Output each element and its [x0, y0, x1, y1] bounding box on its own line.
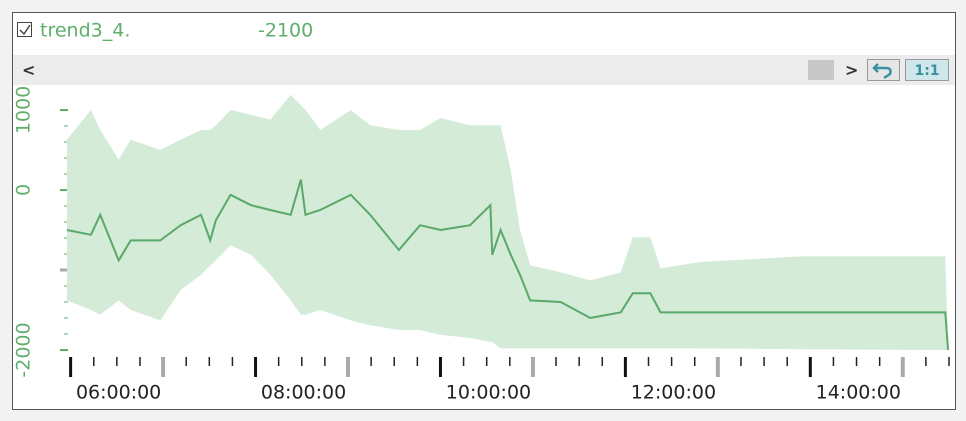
x-tick-label: 10:00:00 [446, 382, 531, 404]
x-tick-label: 14:00:00 [816, 382, 901, 404]
y-tick-label: 0 [13, 184, 35, 196]
undo-button[interactable] [867, 59, 900, 81]
scroll-thumb[interactable] [808, 60, 834, 80]
scroll-right[interactable]: > [845, 61, 858, 80]
trend-name: trend3_4. [40, 20, 130, 42]
trend-line [66, 179, 950, 351]
zoom-button[interactable] [905, 59, 949, 81]
y-tick-label: 1000 [13, 86, 35, 134]
y-tick-label: -2000 [13, 322, 35, 377]
checkbox[interactable] [17, 22, 32, 37]
range-band [66, 94, 949, 350]
toolbar [13, 55, 955, 85]
x-tick-label: 06:00:00 [76, 382, 161, 404]
check-mark [19, 24, 31, 36]
plot: 1000 0 -2000 06:00:00 08:00:00 10:00:00 12:00:… [13, 86, 950, 404]
x-tick-label: 08:00:00 [261, 382, 346, 404]
zoom-label: 1:1 [914, 63, 939, 79]
scroll-left[interactable]: < [22, 61, 35, 80]
x-tick-label: 12:00:00 [631, 382, 716, 404]
current-value: -2100 [258, 20, 313, 42]
undo-icon [872, 63, 892, 80]
